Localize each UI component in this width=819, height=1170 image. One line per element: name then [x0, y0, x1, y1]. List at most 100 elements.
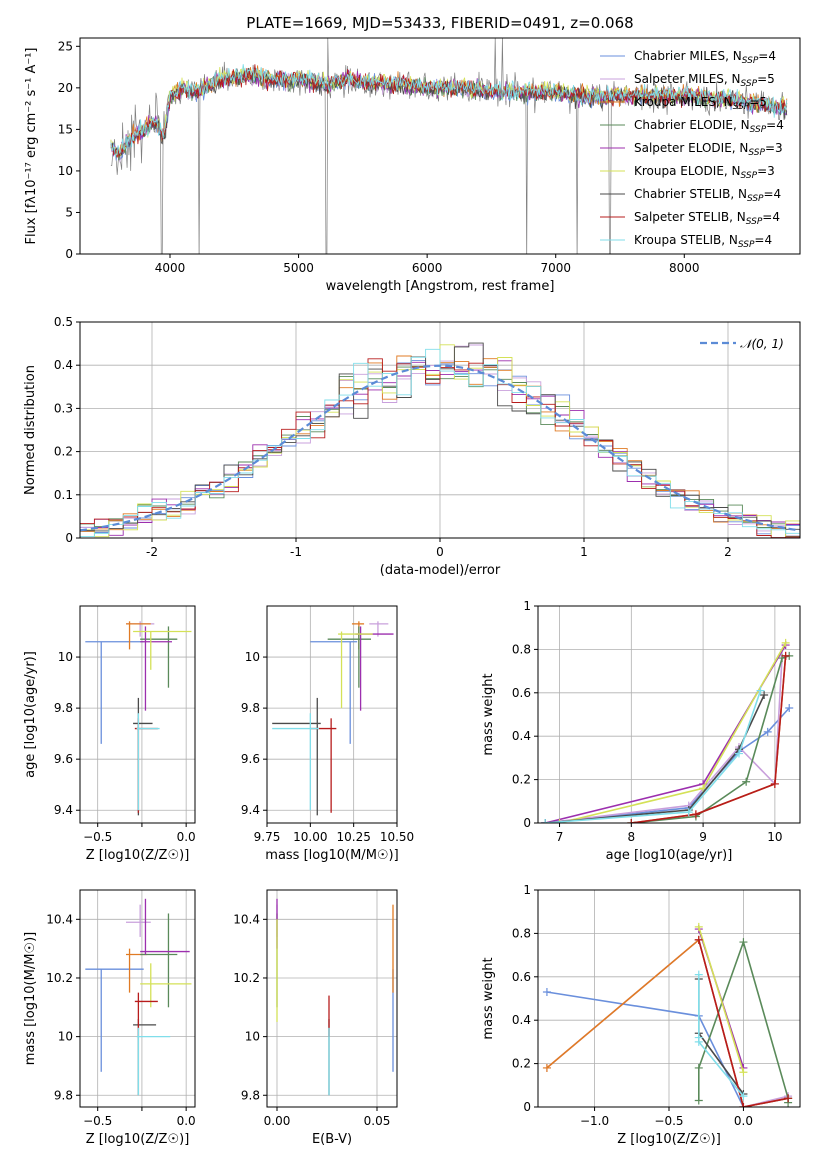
plot-frame [79, 605, 196, 824]
chart-age-vs-mass: 9.75 10.00 10.25 10.50 9.4 9.6 9.8 10 mass [log1… [241, 605, 414, 863]
weight-line-7 [631, 655, 787, 823]
legend-label: Chabrier STELIB, NSSP=4 [634, 187, 781, 204]
y-axis-label: age [log10(age/yr)] [23, 651, 38, 778]
y-tick-label: 9.4 [241, 803, 260, 817]
weight-marker [694, 1037, 703, 1046]
chart-mass-vs-z: −0.5 0.0 9.8 10 10.2 10.4 Z [log10(Z/Z☉)] mass … [23, 889, 196, 1147]
weight-marker [756, 686, 765, 695]
plot-frame [537, 889, 801, 1108]
y-tick-label: 5 [65, 205, 73, 219]
x-tick-label: 0 [436, 545, 444, 559]
x-tick-label: 0.0 [177, 830, 196, 844]
weight-marker [739, 938, 748, 947]
y-tick-label: 1 [523, 599, 531, 613]
x-axis-label: Z [log10(Z/Z☉)] [86, 1132, 190, 1147]
x-tick-label: 9.75 [254, 830, 281, 844]
weight-marker [781, 651, 790, 660]
weight-marker [691, 810, 700, 819]
y-tick-label: 25 [58, 39, 73, 53]
x-axis-label: mass [log10(M/M☉)] [265, 848, 398, 863]
y-tick-label: 0 [65, 531, 73, 545]
weight-marker [781, 638, 790, 647]
weight-marker [694, 970, 703, 979]
y-axis-label: mass weight [481, 673, 496, 755]
weight-marker [763, 727, 772, 736]
chart-spectrum: 4000 5000 6000 7000 8000 0 5 10 15 20 25 wavelength… [24, 37, 801, 294]
y-tick-label: 0.6 [512, 970, 531, 984]
y-axis-label: mass [log10(M/M☉)] [23, 932, 38, 1065]
weight-marker [542, 987, 551, 996]
weight-line-5 [698, 926, 745, 1073]
weight-line-0 [546, 991, 789, 1107]
y-tick-label: 15 [58, 122, 73, 136]
y-tick-label: 10.2 [233, 971, 260, 985]
y-tick-label: 10.2 [46, 971, 73, 985]
legend-label: Kroupa STELIB, NSSP=4 [634, 233, 772, 250]
x-tick-label: 7000 [540, 261, 571, 275]
weight-lines [542, 922, 793, 1107]
weight-marker [694, 935, 703, 944]
x-tick-label: 10.25 [336, 830, 370, 844]
y-axis-label: Normed distribution [23, 365, 38, 495]
x-axis-label: Z [log10(Z/Z☉)] [86, 848, 190, 863]
x-tick-label: 8 [627, 830, 635, 844]
x-axis-label: (data-model)/error [380, 563, 501, 578]
y-tick-label: 0.5 [54, 315, 73, 329]
legend: Chabrier MILES, NSSP=4 Salpeter MILES, NS… [600, 49, 784, 250]
legend-label: Chabrier MILES, NSSP=4 [634, 49, 776, 66]
weight-marker [541, 819, 550, 823]
weight-marker [739, 1103, 748, 1107]
weight-line-6 [545, 694, 765, 823]
legend-label: Kroupa MILES, NSSP=5 [634, 95, 767, 112]
x-tick-label: −0.5 [654, 1114, 683, 1128]
y-tick-label: 9.8 [54, 1088, 73, 1102]
y-tick-label: 0.2 [512, 1057, 531, 1071]
x-tick-label: 10.00 [293, 830, 327, 844]
figure-title: PLATE=1669, MJD=53433, FIBERID=0491, z=0… [246, 14, 633, 32]
legend-label: Chabrier ELODIE, NSSP=4 [634, 118, 784, 135]
weight-line-4 [545, 644, 787, 823]
plot-frame [537, 605, 801, 824]
plot-frame [79, 321, 801, 539]
weight-marker [770, 779, 779, 788]
x-tick-label: -2 [146, 545, 158, 559]
y-tick-label: 0.4 [512, 1013, 531, 1027]
weight-line-8 [545, 690, 762, 823]
x-tick-label: −1.0 [580, 1114, 609, 1128]
y-tick-label: 9.8 [241, 1088, 260, 1102]
normal-curve [80, 364, 800, 532]
weight-line-0 [545, 707, 790, 823]
x-tick-label: 0.0 [734, 1114, 753, 1128]
weight-marker [684, 808, 693, 817]
y-tick-label: 10 [245, 1030, 260, 1044]
weight-marker [542, 1063, 551, 1072]
x-tick-label: −0.5 [83, 830, 112, 844]
weight-marker [760, 690, 769, 699]
y-tick-label: 9.6 [54, 752, 73, 766]
x-tick-label: −0.5 [83, 1114, 112, 1128]
x-axis-label: Z [log10(Z/Z☉)] [617, 1132, 721, 1147]
chart-age-vs-z: −0.5 0.0 9.4 9.6 9.8 10 Z [log10(Z/Z☉)] age [lo… [23, 605, 196, 863]
y-tick-label: 0 [65, 247, 73, 261]
legend-label: 𝒩(0, 1) [740, 337, 784, 351]
y-tick-label: 0.2 [512, 773, 531, 787]
weight-marker [742, 777, 751, 786]
weight-line-2 [631, 655, 787, 823]
weight-line-2 [546, 938, 789, 1107]
x-tick-label: 7 [556, 830, 564, 844]
weight-marker [785, 703, 794, 712]
weight-marker [739, 1068, 748, 1077]
x-axis-label: wavelength [Angstrom, rest frame] [326, 279, 555, 294]
x-tick-label: 10.50 [380, 830, 414, 844]
legend-label: Salpeter ELODIE, NSSP=3 [634, 141, 783, 158]
weight-line-8 [698, 974, 745, 1097]
histogram-step-8 [80, 348, 800, 538]
y-tick-label: 10.4 [46, 912, 73, 926]
y-tick-label: 0.2 [54, 445, 73, 459]
weight-marker [739, 1092, 748, 1101]
x-tick-label: 9 [699, 830, 707, 844]
y-axis-label: Flux [fλ10⁻¹⁷ erg cm⁻² s⁻¹ A⁻¹] [24, 48, 39, 245]
errorbars [272, 621, 394, 816]
weight-line-3 [631, 655, 790, 823]
x-tick-label: 4000 [155, 261, 186, 275]
